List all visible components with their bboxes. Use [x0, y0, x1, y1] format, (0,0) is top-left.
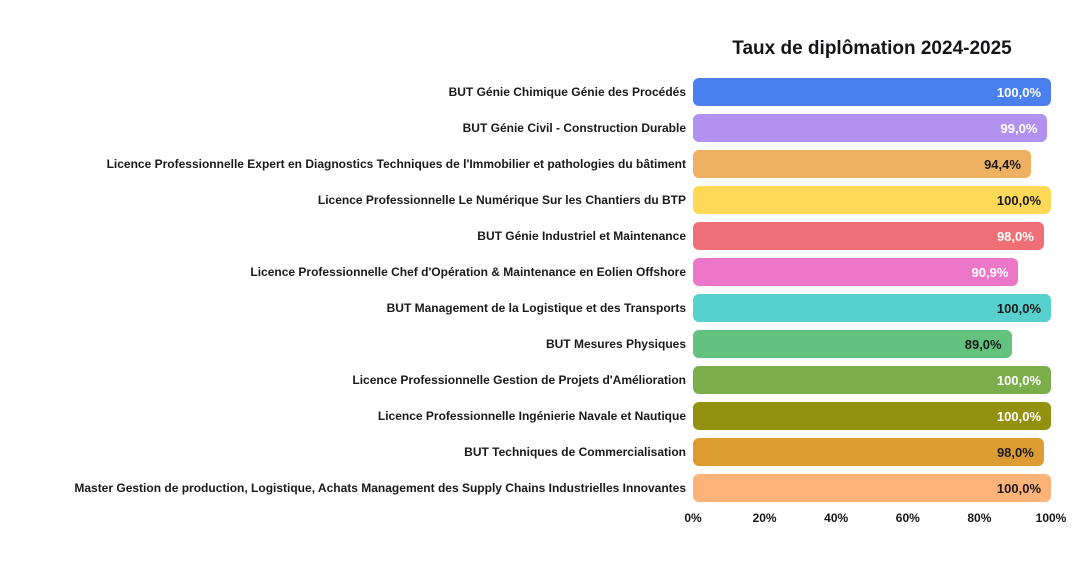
bar-track: 98,0% — [693, 222, 1051, 250]
bar: 99,0% — [693, 114, 1048, 142]
bar-category-label: BUT Techniques de Commercialisation — [464, 445, 686, 459]
x-axis-tick-label: 0% — [684, 511, 702, 525]
x-axis-tick-label: 80% — [967, 511, 992, 525]
bar-track: 99,0% — [693, 114, 1051, 142]
bar-track: 89,0% — [693, 330, 1051, 358]
bar-value-label: 94,4% — [984, 156, 1021, 172]
bar-category-label: Licence Professionnelle Le Numérique Sur… — [317, 193, 686, 207]
bar-row: Licence Professionnelle Chef d'Opération… — [0, 254, 1080, 290]
bar-row: BUT Génie Industriel et Maintenance 98,0… — [0, 218, 1080, 254]
x-axis-tick-label: 40% — [824, 511, 849, 525]
bar: 100,0% — [693, 78, 1051, 106]
bar: 100,0% — [693, 294, 1051, 322]
bar-track: 100,0% — [693, 78, 1051, 106]
bar-track: 100,0% — [693, 366, 1051, 394]
bar-value-label: 100,0% — [996, 192, 1041, 208]
bar: 100,0% — [693, 366, 1051, 394]
bar-track: 94,4% — [693, 150, 1051, 178]
bar-track: 98,0% — [693, 438, 1051, 466]
bar-track: 100,0% — [693, 474, 1051, 502]
bar: 90,9% — [693, 258, 1019, 286]
bar-category-label: Licence Professionnelle Expert en Diagno… — [106, 157, 686, 171]
bar: 98,0% — [693, 438, 1044, 466]
bar-value-label: 100,0% — [996, 84, 1041, 100]
bar-category-label: Master Gestion de production, Logistique… — [74, 481, 686, 495]
bar-row: BUT Génie Civil - Construction Durable 9… — [0, 110, 1080, 146]
bar-category-label: Licence Professionnelle Chef d'Opération… — [250, 265, 686, 279]
x-axis-tick-label: 20% — [752, 511, 777, 525]
bar-value-label: 100,0% — [996, 372, 1041, 388]
bar: 89,0% — [693, 330, 1012, 358]
bar-row: Licence Professionnelle Gestion de Proje… — [0, 362, 1080, 398]
bar: 98,0% — [693, 222, 1044, 250]
bar: 100,0% — [693, 186, 1051, 214]
bar-row: BUT Mesures Physiques 89,0% — [0, 326, 1080, 362]
bar: 100,0% — [693, 474, 1051, 502]
bar-track: 100,0% — [693, 402, 1051, 430]
bar-value-label: 100,0% — [996, 300, 1041, 316]
bar-track: 90,9% — [693, 258, 1051, 286]
bar-track: 100,0% — [693, 294, 1051, 322]
bar-row: BUT Management de la Logistique et des T… — [0, 290, 1080, 326]
chart-title: Taux de diplômation 2024-2025 — [732, 38, 1012, 59]
x-axis-tick-label: 60% — [895, 511, 920, 525]
bar-value-label: 98,0% — [996, 228, 1034, 244]
x-axis: 0% 20% 40% 60% 80% 100% — [684, 506, 1066, 532]
bar-value-label: 90,9% — [971, 264, 1009, 280]
bar-row: Licence Professionnelle Le Numérique Sur… — [0, 182, 1080, 218]
bar-rows: BUT Génie Chimique Génie des Procédés 10… — [0, 74, 1080, 506]
bar-category-label: BUT Génie Civil - Construction Durable — [462, 121, 686, 135]
bar-value-label: 100,0% — [996, 408, 1041, 424]
bar-value-label: 100,0% — [996, 480, 1041, 496]
bar: 100,0% — [693, 402, 1051, 430]
bar-category-label: Licence Professionnelle Ingénierie Naval… — [377, 409, 686, 423]
bar-value-label: 99,0% — [1000, 120, 1038, 136]
bar-category-label: BUT Management de la Logistique et des T… — [386, 301, 686, 315]
bar-category-label: BUT Génie Chimique Génie des Procédés — [448, 85, 686, 99]
bar-row: Licence Professionnelle Expert en Diagno… — [0, 146, 1080, 182]
bar-category-label: BUT Mesures Physiques — [545, 337, 686, 351]
bar-value-label: 89,0% — [964, 336, 1002, 352]
bar-row: BUT Techniques de Commercialisation 98,0… — [0, 434, 1080, 470]
bar: 94,4% — [693, 150, 1031, 178]
bar-value-label: 98,0% — [996, 444, 1034, 460]
bar-row: Licence Professionnelle Ingénierie Naval… — [0, 398, 1080, 434]
bar-row: BUT Génie Chimique Génie des Procédés 10… — [0, 74, 1080, 110]
bar-row: Master Gestion de production, Logistique… — [0, 470, 1080, 506]
bar-category-label: Licence Professionnelle Gestion de Proje… — [352, 373, 686, 387]
x-axis-tick-label: 100% — [1035, 511, 1067, 525]
bar-track: 100,0% — [693, 186, 1051, 214]
bar-category-label: BUT Génie Industriel et Maintenance — [477, 229, 686, 243]
